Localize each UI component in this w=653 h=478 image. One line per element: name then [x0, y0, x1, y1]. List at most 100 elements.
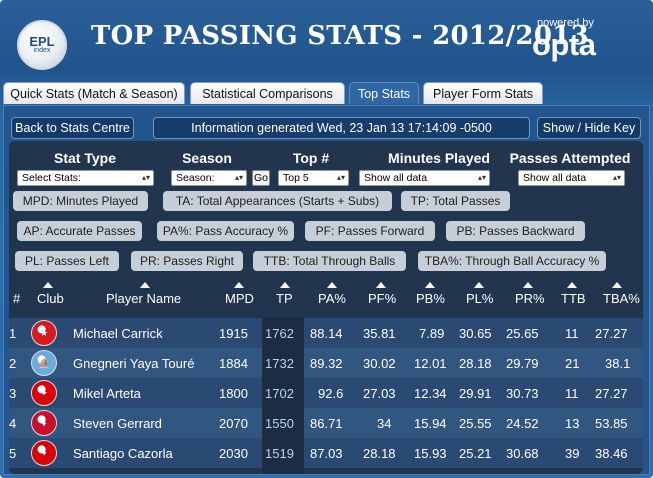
minutes-played-select[interactable]: Show all data ▴▾ — [359, 170, 490, 186]
table-row[interactable] — [9, 378, 643, 408]
powered-by-label: powered by — [537, 17, 594, 29]
tab-top-stats[interactable]: Top Stats — [349, 82, 419, 104]
key-mpd: MPD: Minutes Played — [13, 191, 148, 211]
opta-logo: opta — [532, 27, 596, 62]
header-pf[interactable]: PF% — [368, 291, 397, 306]
stat-type-value: Select Stats: — [22, 172, 81, 184]
tab-quick-stats[interactable]: Quick Stats (Match & Season) — [3, 82, 185, 104]
sort-pa-icon[interactable] — [327, 282, 337, 288]
arsenal-crest-icon: ✦ — [31, 440, 57, 466]
table-row[interactable] — [9, 318, 643, 348]
key-pl: PL: Passes Left — [15, 251, 119, 271]
cell-mpd: 2030 — [219, 446, 248, 461]
stat-type-select[interactable]: Select Stats: ▴▾ — [17, 170, 154, 186]
stepper-arrows-icon: ▴▾ — [336, 173, 345, 182]
header-player-name[interactable]: Player Name — [106, 291, 182, 306]
cell-pa: 92.6 — [318, 386, 344, 401]
cell-pr: 30.73 — [506, 386, 539, 401]
stepper-arrows-icon: ▴▾ — [477, 173, 486, 182]
season-label: Season — [182, 150, 232, 166]
cell-ttb: 11 — [565, 326, 579, 341]
header-ttb[interactable]: TTB — [561, 291, 586, 306]
cell-player-name[interactable]: Gnegneri Yaya Touré — [73, 356, 195, 371]
cell-pb: 12.34 — [414, 386, 447, 401]
crest-mark-icon: ⛵ — [38, 357, 50, 368]
cell-pf: 35.81 — [363, 326, 396, 341]
table-row[interactable] — [9, 348, 643, 378]
passes-attempted-label: Passes Attempted — [509, 150, 631, 166]
table-row[interactable] — [9, 408, 643, 438]
cell-pr: 24.52 — [506, 416, 539, 431]
sort-tba-icon[interactable] — [612, 282, 622, 288]
cell-rank: 1 — [9, 326, 17, 341]
header-pb[interactable]: PB% — [416, 291, 445, 306]
header-club[interactable]: Club — [37, 291, 64, 306]
cell-pb: 15.94 — [414, 416, 447, 431]
show-hide-key-button[interactable]: Show / Hide Key — [537, 117, 641, 139]
table-row[interactable] — [9, 438, 643, 468]
cell-tp: 1732 — [265, 356, 294, 371]
cell-pb: 12.01 — [414, 356, 447, 371]
sort-player-icon[interactable] — [140, 282, 150, 288]
logo-text-main: EPL — [29, 33, 55, 49]
man-city-crest-icon: ⛵ — [31, 350, 57, 376]
go-button[interactable]: Go — [252, 170, 270, 186]
cell-pa: 86.71 — [310, 416, 343, 431]
passes-attempted-select[interactable]: Show all data ▴▾ — [518, 170, 625, 186]
cell-player-name[interactable]: Mikel Arteta — [73, 386, 141, 401]
cell-player-name[interactable]: Michael Carrick — [73, 326, 163, 341]
man-utd-crest-icon: ★ — [31, 320, 57, 346]
sort-pr-icon[interactable] — [523, 282, 533, 288]
cell-tp: 1762 — [265, 326, 294, 341]
cell-pl: 25.55 — [459, 416, 492, 431]
cell-player-name[interactable]: Santiago Cazorla — [73, 446, 173, 461]
sort-club-icon[interactable] — [43, 282, 53, 288]
cell-player-name[interactable]: Steven Gerrard — [73, 416, 162, 431]
top-number-select[interactable]: Top 5 ▴▾ — [278, 170, 349, 186]
sort-pl-icon[interactable] — [474, 282, 484, 288]
stepper-arrows-icon: ▴▾ — [612, 173, 621, 182]
header-pa[interactable]: PA% — [318, 291, 346, 306]
cell-tba: 53.85 — [595, 416, 628, 431]
key-tp: TP: Total Passes — [401, 191, 510, 211]
cell-ttb: 21 — [565, 356, 580, 371]
tab-statistical-comparisons[interactable]: Statistical Comparisons — [190, 82, 345, 104]
key-pr: PR: Passes Right — [131, 251, 243, 271]
key-pb: PB: Passes Backward — [446, 221, 585, 241]
sort-ttb-icon[interactable] — [567, 282, 577, 288]
season-select[interactable]: Season: ▴▾ — [171, 170, 247, 186]
cell-tp: 1702 — [265, 386, 294, 401]
cell-mpd: 2070 — [219, 416, 248, 431]
header-tba[interactable]: TBA% — [603, 291, 640, 306]
crest-mark-icon: ♦ — [41, 418, 47, 428]
cell-rank: 4 — [9, 416, 17, 431]
cell-pa: 89.32 — [310, 356, 343, 371]
sort-mpd-icon[interactable] — [234, 282, 244, 288]
sort-pb-icon[interactable] — [425, 282, 435, 288]
epl-index-logo[interactable]: EPL index — [17, 20, 67, 70]
tab-player-form-stats[interactable]: Player Form Stats — [423, 82, 543, 104]
header-tp[interactable]: TP — [276, 291, 293, 306]
sort-pf-icon[interactable] — [376, 282, 386, 288]
cell-pf: 34 — [377, 416, 392, 431]
sort-tp-icon[interactable] — [280, 282, 290, 288]
top-number-label: Top # — [292, 150, 330, 166]
arsenal-crest-icon: ✦ — [31, 380, 57, 406]
page-title: TOP PASSING STATS - 2012/2013 — [91, 21, 589, 51]
stepper-arrows-icon: ▴▾ — [141, 173, 150, 182]
header-pl[interactable]: PL% — [466, 291, 494, 306]
cell-mpd: 1800 — [219, 386, 248, 401]
header-mpd[interactable]: MPD — [225, 291, 254, 306]
passes-attempted-value: Show all data — [523, 172, 587, 184]
stat-type-label: Stat Type — [54, 150, 116, 166]
cell-pl: 28.18 — [459, 356, 492, 371]
header-pr[interactable]: PR% — [515, 291, 545, 306]
cell-pf: 28.18 — [363, 446, 396, 461]
info-generated-banner: Information generated Wed, 23 Jan 13 17:… — [153, 117, 530, 139]
key-ttb: TTB: Total Through Balls — [253, 251, 406, 271]
top-number-value: Top 5 — [283, 172, 309, 184]
crest-mark-icon: ✦ — [40, 387, 48, 398]
cell-tba: 38.46 — [595, 446, 628, 461]
back-to-stats-centre-button[interactable]: Back to Stats Centre — [11, 117, 134, 139]
